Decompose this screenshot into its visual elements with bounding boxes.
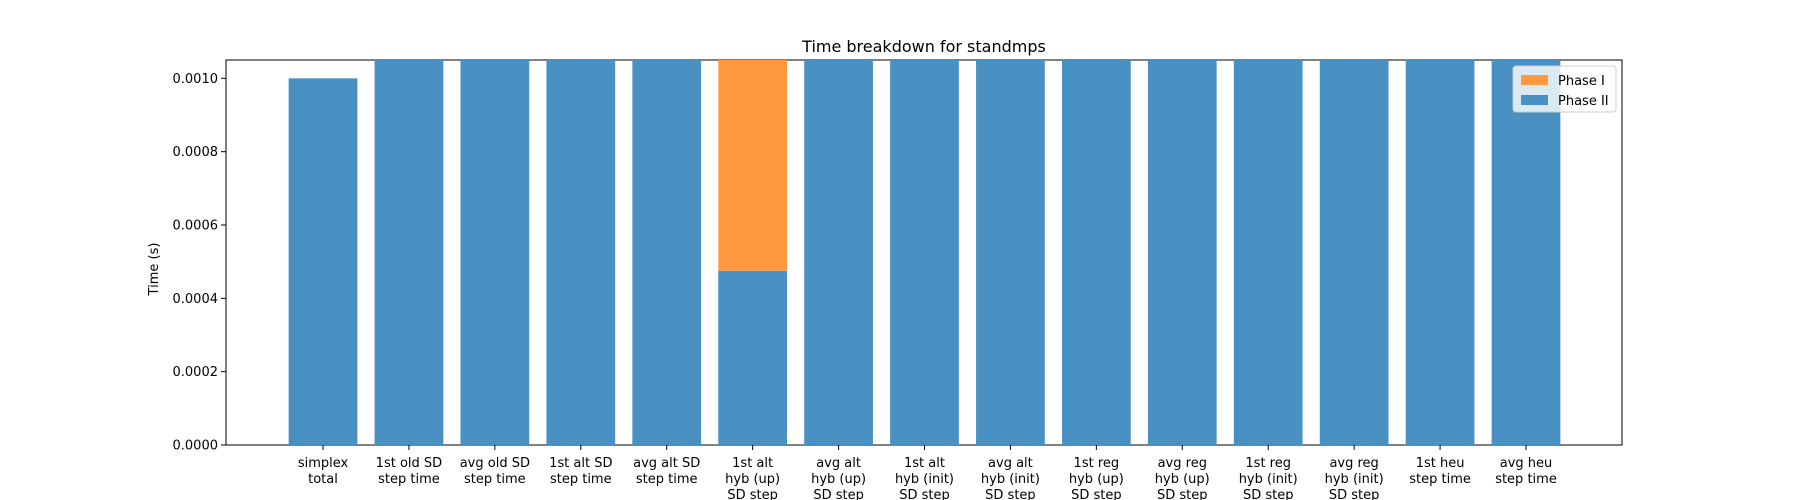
y-tick-label-1: 0.0002 <box>173 365 219 380</box>
bar-phase-ii-7 <box>890 60 959 445</box>
x-tick-label-line: avg reg <box>1158 456 1207 471</box>
x-tick-label-line: 1st heu <box>1416 456 1465 471</box>
bar-phase-ii-14 <box>1491 60 1561 445</box>
x-tick-label-line: hyb (init) <box>981 472 1040 487</box>
chart-title: Time breakdown for standmps <box>801 37 1046 56</box>
x-tick-label-2: avg old SD step time <box>460 456 530 487</box>
x-tick-label-line: 1st old SD <box>376 456 443 471</box>
bar-phase-ii-2 <box>460 60 530 445</box>
x-tick-label-line: SD step <box>899 488 950 500</box>
y-axis-label: Time (s) <box>147 243 162 297</box>
y-tick-label-0: 0.0000 <box>173 439 219 454</box>
x-tick-label-line: 1st reg <box>1245 456 1291 471</box>
legend: Phase I Phase II <box>1512 65 1617 113</box>
x-tick-label-5: 1st alt hyb (up) SD step <box>725 456 780 500</box>
x-tick-label-11: 1st reg hyb (init) SD step <box>1239 456 1298 500</box>
x-tick-label-line: SD step <box>1243 488 1294 500</box>
bar-phase-ii-11 <box>1233 60 1303 445</box>
x-tick-label-line: hyb (init) <box>1239 472 1298 487</box>
x-tick-label-9: 1st reg hyb (up) SD step <box>1069 456 1124 500</box>
bar-phase-ii-6 <box>804 60 873 445</box>
bar-phase-ii-4 <box>632 60 702 445</box>
x-tick-label-line: SD step <box>1157 488 1208 500</box>
x-tick-label-8: avg alt hyb (init) SD step <box>981 456 1040 500</box>
x-tick-label-line: total <box>308 472 338 487</box>
bar-phase-ii-9 <box>1061 60 1131 445</box>
legend-swatch-phase-i <box>1521 75 1548 85</box>
legend-swatch-phase-ii <box>1521 95 1548 105</box>
y-axis: 0.0000 0.0002 0.0004 0.0006 0.0008 0.0010 <box>173 72 226 454</box>
x-tick-label-line: SD step <box>813 488 864 500</box>
x-tick-label-3: 1st alt SD step time <box>549 456 612 487</box>
y-tick-label-5: 0.0010 <box>173 72 219 87</box>
x-tick-label-line: avg reg <box>1329 456 1378 471</box>
x-tick-label-10: avg reg hyb (up) SD step <box>1155 456 1210 500</box>
bar-phase-ii-13 <box>1405 60 1475 445</box>
bar-phase-ii-5 <box>718 270 788 445</box>
x-tick-label-line: step time <box>636 472 698 487</box>
legend-label-phase-ii: Phase II <box>1558 94 1609 109</box>
x-tick-label-line: 1st alt <box>904 456 945 471</box>
y-tick-label-3: 0.0006 <box>173 219 219 234</box>
x-tick-label-1: 1st old SD step time <box>376 456 443 487</box>
x-tick-label-line: SD step <box>1329 488 1380 500</box>
x-tick-label-line: simplex <box>298 456 349 471</box>
x-tick-label-line: avg alt <box>816 456 861 471</box>
x-tick-label-7: 1st alt hyb (init) SD step <box>895 456 954 500</box>
x-tick-label-line: hyb (up) <box>725 472 780 487</box>
x-tick-label-line: SD step <box>727 488 778 500</box>
x-tick-label-line: avg heu <box>1500 456 1553 471</box>
x-tick-label-line: step time <box>550 472 612 487</box>
x-tick-label-12: avg reg hyb (init) SD step <box>1325 456 1384 500</box>
x-tick-label-line: hyb (up) <box>1069 472 1124 487</box>
x-tick-label-line: avg alt SD <box>633 456 700 471</box>
x-tick-label-line: SD step <box>985 488 1036 500</box>
x-tick-label-line: 1st alt <box>732 456 773 471</box>
x-tick-label-line: hyb (up) <box>811 472 866 487</box>
y-tick-label-4: 0.0008 <box>173 145 219 160</box>
x-tick-label-line: step time <box>378 472 440 487</box>
x-tick-label-0: simplex total <box>298 456 349 487</box>
bar-phase-ii-8 <box>976 60 1045 445</box>
bar-phase-ii-0 <box>288 78 358 445</box>
bars <box>288 60 1561 445</box>
x-tick-label-14: avg heu step time <box>1495 456 1557 487</box>
bar-phase-ii-3 <box>546 60 616 445</box>
x-tick-label-line: SD step <box>1071 488 1122 500</box>
x-tick-label-line: 1st reg <box>1074 456 1120 471</box>
x-tick-label-6: avg alt hyb (up) SD step <box>811 456 866 500</box>
legend-label-phase-i: Phase I <box>1558 74 1605 89</box>
x-tick-label-line: avg alt <box>988 456 1033 471</box>
x-tick-label-line: step time <box>464 472 526 487</box>
bar-phase-i-5 <box>718 60 788 271</box>
x-tick-label-line: step time <box>1409 472 1471 487</box>
bar-phase-ii-1 <box>374 60 444 445</box>
x-tick-label-4: avg alt SD step time <box>633 456 700 487</box>
x-tick-label-line: hyb (up) <box>1155 472 1210 487</box>
x-tick-label-13: 1st heu step time <box>1409 456 1471 487</box>
bar-phase-ii-12 <box>1319 60 1389 445</box>
bar-phase-ii-10 <box>1147 60 1217 445</box>
x-tick-label-line: hyb (init) <box>895 472 954 487</box>
y-tick-label-2: 0.0004 <box>173 292 219 307</box>
x-tick-label-line: avg old SD <box>460 456 530 471</box>
x-tick-label-line: step time <box>1495 472 1557 487</box>
x-tick-label-line: 1st alt SD <box>549 456 612 471</box>
x-tick-label-line: hyb (init) <box>1325 472 1384 487</box>
